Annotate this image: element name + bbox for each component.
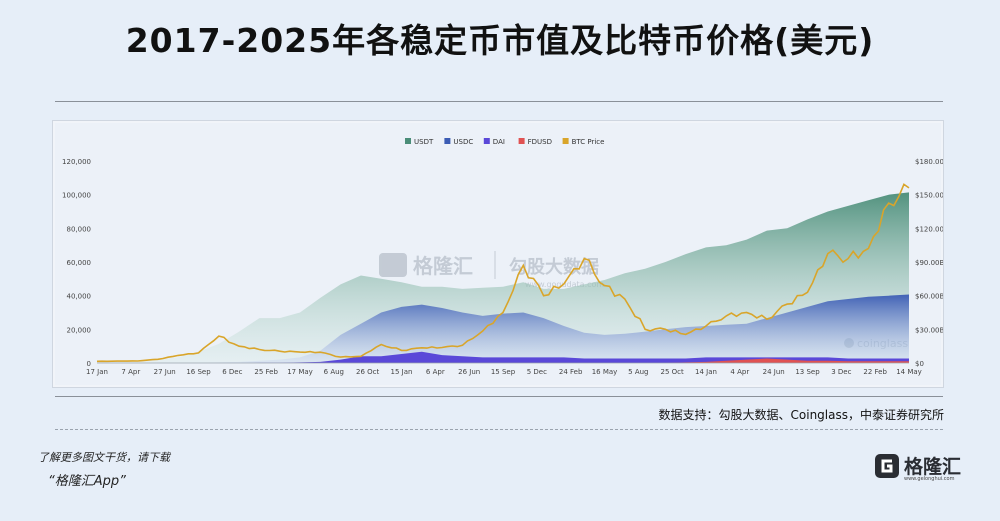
chart-panel: USDT USDC DAI FDUSD BTC Price 格隆汇 勾股大数据 www.… (52, 120, 949, 388)
brand-watermark-text: 格隆汇 (413, 254, 473, 278)
chart-axes: 0 20,000 40,000 60,000 80,000 100,000 120,000 $… (62, 158, 949, 376)
y-left-tick-label: 20,000 (67, 326, 92, 334)
legend-label-fdusd: FDUSD (528, 138, 552, 146)
x-tick-label: 25 Feb (254, 368, 278, 376)
x-tick-label: 15 Sep (491, 368, 516, 376)
page-title: 2017-2025年各稳定币市值及比特币价格(美元) (125, 21, 875, 60)
y-left-tick-label: 0 (87, 360, 91, 368)
y-right-tick-label: $90.00B (915, 259, 943, 267)
legend-swatch-usdc (444, 138, 451, 144)
footer-divider (55, 429, 943, 430)
title-divider (55, 101, 943, 102)
y-right-tick-label: $30.00B (915, 326, 943, 334)
x-tick-label: 16 May (592, 368, 618, 376)
data-source-note: 数据支持：勾股大数据、Coinglass，中泰证券研究所 (658, 408, 944, 422)
watermark-url: www.gogudata.com (525, 280, 604, 289)
usdc-area (97, 294, 909, 363)
y-left-tick-label: 100,000 (62, 192, 91, 200)
x-tick-label: 17 May (287, 368, 313, 376)
watermark: 格隆汇 勾股大数据 www.gogudata.com (379, 251, 604, 289)
y-left-tick-label: 60,000 (67, 259, 92, 267)
brand-logo-url: www.gelonghui.com (904, 476, 955, 482)
x-tick-label: 6 Dec (222, 368, 242, 376)
usdt-area (97, 192, 909, 363)
legend-label-usdt: USDT (414, 138, 434, 146)
x-tick-label: 17 Jan (86, 368, 108, 376)
legend-label-dai: DAI (493, 138, 505, 146)
fdusd-area (97, 358, 909, 363)
x-tick-label: 5 Aug (628, 368, 648, 376)
x-tick-label: 6 Apr (426, 368, 445, 376)
legend-swatch-btc (562, 138, 569, 144)
x-tick-label: 16 Sep (186, 368, 211, 376)
x-tick-label: 5 Dec (527, 368, 547, 376)
btc-price-line (96, 183, 910, 363)
x-tick-label: 22 Feb (863, 368, 887, 376)
legend-label-usdc: USDC (453, 138, 473, 146)
x-tick-label: 24 Jun (763, 368, 785, 376)
x-tick-label: 13 Sep (795, 368, 820, 376)
x-tick-label: 26 Oct (356, 368, 379, 376)
plot-area (96, 183, 910, 363)
x-tick-label: 14 May (896, 368, 922, 376)
x-tick-label: 14 Jan (695, 368, 717, 376)
x-tick-label: 24 Feb (559, 368, 583, 376)
brand-logo[interactable]: 格隆汇 www.gelonghui.com (874, 450, 974, 484)
y-right-tick-label: $60.00B (915, 293, 943, 301)
x-tick-label: 7 Apr (121, 368, 140, 376)
x-tick-label: 25 Oct (661, 368, 684, 376)
legend-swatch-usdt (405, 138, 411, 144)
data-watermark-text: 勾股大数据 (509, 256, 599, 278)
legend-swatch-fdusd (518, 138, 525, 144)
x-tick-label: 15 Jan (391, 368, 413, 376)
y-left-tick-label: 40,000 (67, 293, 92, 301)
x-tick-label: 27 Jun (154, 368, 176, 376)
y-left-tick-label: 120,000 (62, 158, 91, 166)
y-right-tick-label: $150.00B (915, 192, 943, 200)
x-tick-label: 26 Jun (458, 368, 480, 376)
y-right-tick-label: $120.00B (915, 225, 943, 233)
app-name-text[interactable]: “格隆汇App” (48, 474, 126, 489)
brand-watermark-icon (379, 253, 407, 277)
brand-logo-text: 格隆汇 (904, 456, 962, 478)
y-right-tick-label: $0 (915, 360, 924, 368)
chart-svg: USDT USDC DAI FDUSD BTC Price 格隆汇 勾股大数据 www.… (62, 138, 949, 376)
legend-swatch-dai (483, 138, 490, 144)
x-tick-label: 3 Dec (831, 368, 851, 376)
y-left-tick-label: 80,000 (67, 225, 92, 233)
y-right-tick-label: $180.00B (915, 158, 943, 166)
brand-logo-icon (875, 454, 899, 478)
chart-bottom-divider (55, 396, 943, 397)
x-tick-label: 4 Apr (730, 368, 749, 376)
download-prompt: 了解更多图文干货，请下载 (38, 451, 170, 464)
x-tick-label: 6 Aug (324, 368, 344, 376)
dai-area (97, 351, 909, 363)
chart-legend: USDT USDC DAI FDUSD BTC Price (405, 138, 604, 146)
legend-label-btc: BTC Price (572, 138, 605, 146)
